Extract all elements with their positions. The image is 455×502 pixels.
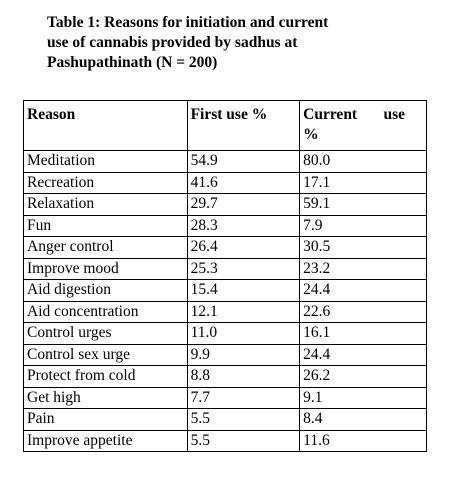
table-row: Aid concentration 12.1 22.6 <box>23 300 427 323</box>
table-row: Meditation 54.9 80.0 <box>23 150 427 173</box>
table-row: Recreation 41.6 17.1 <box>23 171 427 194</box>
cell-first-use: 9.9 <box>186 343 301 366</box>
cell-current-use: 7.9 <box>299 214 427 237</box>
cell-first-use: 15.4 <box>186 279 301 302</box>
header-current-use-word-2: use <box>383 106 405 123</box>
cell-reason: Pain <box>23 408 188 431</box>
cell-current-use: 11.6 <box>299 429 427 452</box>
table-row: Control urges 11.0 16.1 <box>23 322 427 345</box>
table-caption: Table 1: Reasons for initiation and curr… <box>47 13 387 73</box>
cell-reason: Aid digestion <box>23 279 188 302</box>
table-body: Meditation 54.9 80.0 Recreation 41.6 17.1 Rela… <box>23 150 427 452</box>
cell-current-use: 80.0 <box>299 150 427 173</box>
table-row: Pain 5.5 8.4 <box>23 408 427 431</box>
header-row: Reason First use % Current use % <box>23 100 427 151</box>
cell-reason: Protect from cold <box>23 365 188 388</box>
cell-reason: Control urges <box>23 322 188 345</box>
header-current-use-word: Current <box>303 106 358 123</box>
cell-first-use: 29.7 <box>186 193 301 216</box>
table-row: Fun 28.3 7.9 <box>23 214 427 237</box>
cell-reason: Anger control <box>23 236 188 259</box>
cell-reason: Recreation <box>23 171 188 194</box>
cell-current-use: 24.4 <box>299 279 427 302</box>
table-row: Protect from cold 8.8 26.2 <box>23 365 427 388</box>
cell-reason: Get high <box>23 386 188 409</box>
cell-reason: Meditation <box>23 150 188 173</box>
cell-current-use: 30.5 <box>299 236 427 259</box>
cell-reason: Improve appetite <box>23 429 188 452</box>
caption-line-3: Pashupathinath (N = 200) <box>47 54 218 71</box>
cell-current-use: 22.6 <box>299 300 427 323</box>
cell-reason: Control sex urge <box>23 343 188 366</box>
cell-first-use: 41.6 <box>186 171 301 194</box>
table-row: Control sex urge 9.9 24.4 <box>23 343 427 366</box>
cell-first-use: 26.4 <box>186 236 301 259</box>
cell-current-use: 16.1 <box>299 322 427 345</box>
cell-reason: Relaxation <box>23 193 188 216</box>
caption-line-1: Table 1: Reasons for initiation and curr… <box>47 14 329 31</box>
cell-first-use: 11.0 <box>186 322 301 345</box>
table-row: Improve appetite 5.5 11.6 <box>23 429 427 452</box>
cell-reason: Fun <box>23 214 188 237</box>
cell-first-use: 5.5 <box>186 408 301 431</box>
cell-first-use: 28.3 <box>186 214 301 237</box>
cell-first-use: 25.3 <box>186 257 301 280</box>
table-row: Aid digestion 15.4 24.4 <box>23 279 427 302</box>
table-row: Improve mood 25.3 23.2 <box>23 257 427 280</box>
cell-current-use: 8.4 <box>299 408 427 431</box>
cell-first-use: 5.5 <box>186 429 301 452</box>
table-row: Relaxation 29.7 59.1 <box>23 193 427 216</box>
cell-reason: Improve mood <box>23 257 188 280</box>
cell-current-use: 26.2 <box>299 365 427 388</box>
header-current-use-unit: % <box>303 126 319 143</box>
cell-current-use: 17.1 <box>299 171 427 194</box>
cell-first-use: 54.9 <box>186 150 301 173</box>
header-reason: Reason <box>23 100 188 151</box>
header-first-use: First use % <box>186 100 301 151</box>
cell-current-use: 24.4 <box>299 343 427 366</box>
caption-line-2: use of cannabis provided by sadhus at <box>47 34 298 51</box>
cell-current-use: 9.1 <box>299 386 427 409</box>
table-row: Anger control 26.4 30.5 <box>23 236 427 259</box>
cell-first-use: 12.1 <box>186 300 301 323</box>
table-row: Get high 7.7 9.1 <box>23 386 427 409</box>
cell-first-use: 7.7 <box>186 386 301 409</box>
cell-current-use: 23.2 <box>299 257 427 280</box>
header-current-use: Current use % <box>299 100 427 151</box>
reasons-table: Reason First use % Current use % Meditat… <box>23 100 427 452</box>
cell-reason: Aid concentration <box>23 300 188 323</box>
cell-current-use: 59.1 <box>299 193 427 216</box>
cell-first-use: 8.8 <box>186 365 301 388</box>
